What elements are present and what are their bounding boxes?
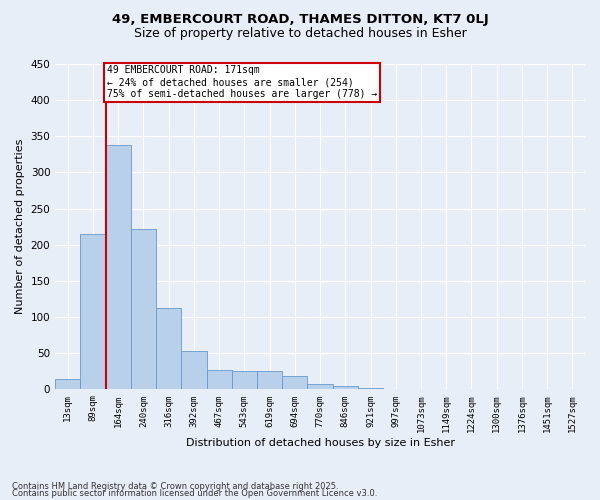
Text: Contains HM Land Registry data © Crown copyright and database right 2025.: Contains HM Land Registry data © Crown c… [12, 482, 338, 491]
Bar [358, 388, 383, 390]
Bar [106, 145, 131, 390]
Bar [257, 372, 282, 390]
Text: 49, EMBERCOURT ROAD, THAMES DITTON, KT7 0LJ: 49, EMBERCOURT ROAD, THAMES DITTON, KT7 … [112, 12, 488, 26]
Bar [55, 378, 80, 390]
Bar [232, 370, 257, 390]
Bar [206, 370, 232, 390]
Bar [181, 351, 206, 390]
Bar [80, 234, 106, 390]
Bar [307, 384, 332, 390]
Bar [383, 388, 409, 390]
Bar [332, 386, 358, 390]
Text: Contains public sector information licensed under the Open Government Licence v3: Contains public sector information licen… [12, 490, 377, 498]
Bar [131, 229, 156, 390]
Text: 49 EMBERCOURT ROAD: 171sqm
← 24% of detached houses are smaller (254)
75% of sem: 49 EMBERCOURT ROAD: 171sqm ← 24% of deta… [107, 66, 377, 98]
Bar [282, 376, 307, 390]
Y-axis label: Number of detached properties: Number of detached properties [15, 139, 25, 314]
X-axis label: Distribution of detached houses by size in Esher: Distribution of detached houses by size … [185, 438, 455, 448]
Bar [156, 308, 181, 390]
Text: Size of property relative to detached houses in Esher: Size of property relative to detached ho… [134, 28, 466, 40]
